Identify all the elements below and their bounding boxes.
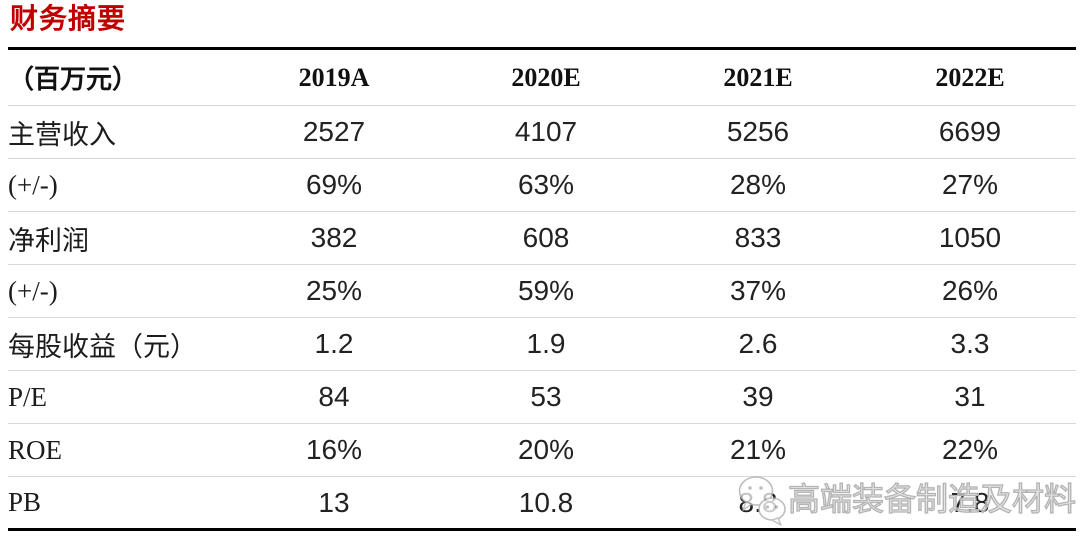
cell-value: 26% [864,264,1076,318]
cell-value: 53 [440,370,652,424]
cell-value: 2527 [228,105,440,159]
header-year-2021e: 2021E [723,62,793,92]
row-label: (+/-) [8,264,228,318]
cell-value: 84 [228,370,440,424]
row-label: 每股收益（元） [8,317,228,371]
table-header-row: （百万元） 2019A 2020E 2021E 2022E [8,49,1076,106]
cell-value: 833 [652,211,864,265]
cell-value: 63% [440,158,652,212]
row-label: P/E [8,370,228,424]
cell-value: 1050 [864,211,1076,265]
cell-value: 28% [652,158,864,212]
financial-summary-table: （百万元） 2019A 2020E 2021E 2022E 主营收入 2527 … [8,47,1076,531]
cell-value: 20% [440,423,652,477]
row-label: 净利润 [8,211,228,265]
cell-value: 39 [652,370,864,424]
cell-value: 382 [228,211,440,265]
table-row-revenue: 主营收入 2527 4107 5256 6699 [8,105,1076,159]
cell-value: 16% [228,423,440,477]
cell-value: 69% [228,158,440,212]
table-row-profit-growth: (+/-) 25% 59% 37% 26% [8,264,1076,318]
table-row-net-profit: 净利润 382 608 833 1050 [8,211,1076,265]
cell-value: 8.8 [652,476,864,530]
header-year-2020e: 2020E [511,62,581,92]
cell-value: 6699 [864,105,1076,159]
cell-value: 21% [652,423,864,477]
row-label: 主营收入 [8,105,228,159]
cell-value: 1.2 [228,317,440,371]
cell-value: 7.8 [864,476,1076,530]
cell-value: 25% [228,264,440,318]
table-row-pe: P/E 84 53 39 31 [8,370,1076,424]
row-label: ROE [8,423,228,477]
cell-value: 2.6 [652,317,864,371]
table-row-pb: PB 13 10.8 8.8 7.8 [8,476,1076,530]
cell-value: 1.9 [440,317,652,371]
cell-value: 31 [864,370,1076,424]
table-row-roe: ROE 16% 20% 21% 22% [8,423,1076,477]
header-unit-label: （百万元） [8,65,139,94]
cell-value: 608 [440,211,652,265]
cell-value: 37% [652,264,864,318]
cell-value: 59% [440,264,652,318]
page-title: 财务摘要 [10,3,127,34]
cell-value: 10.8 [440,476,652,530]
row-label: (+/-) [8,158,228,212]
cell-value: 13 [228,476,440,530]
header-year-2022e: 2022E [935,62,1005,92]
table-row-eps: 每股收益（元） 1.2 1.9 2.6 3.3 [8,317,1076,371]
cell-value: 3.3 [864,317,1076,371]
cell-value: 27% [864,158,1076,212]
cell-value: 4107 [440,105,652,159]
header-year-2019a: 2019A [298,62,370,92]
row-label: PB [8,476,228,530]
cell-value: 22% [864,423,1076,477]
cell-value: 5256 [652,105,864,159]
table-row-revenue-growth: (+/-) 69% 63% 28% 27% [8,158,1076,212]
